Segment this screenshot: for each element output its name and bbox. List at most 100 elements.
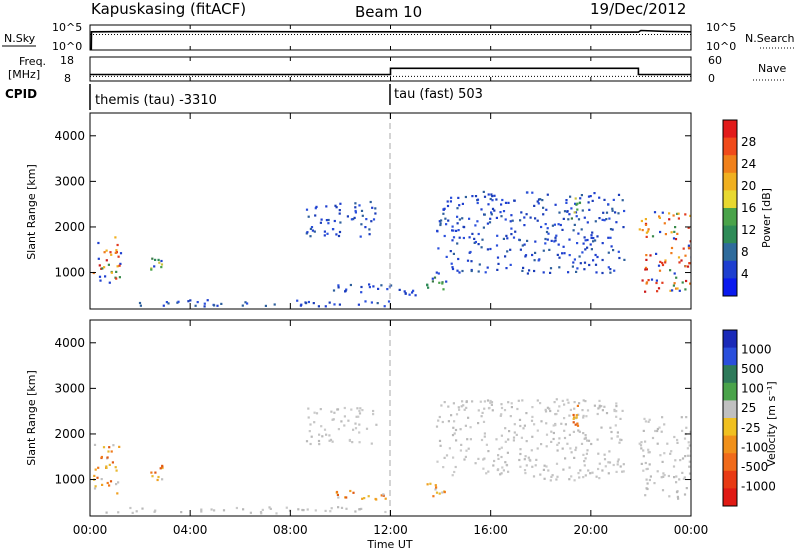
power-colorbar-swatch	[723, 260, 737, 279]
power-cell	[435, 271, 438, 274]
power-ylabel: Slant Range [km]	[25, 164, 38, 260]
power-cell	[160, 266, 163, 269]
power-cell	[338, 212, 341, 215]
power-cell	[480, 246, 483, 249]
velocity-cell	[531, 406, 534, 409]
power-cell	[557, 223, 560, 226]
power-cell	[507, 201, 510, 204]
power-cell	[189, 299, 192, 302]
velocity-cell	[108, 446, 111, 449]
velocity-cell	[534, 464, 537, 467]
velocity-cell	[518, 458, 521, 462]
power-cell	[337, 284, 340, 287]
power-cell	[576, 242, 579, 245]
power-cell	[647, 279, 650, 282]
velocity-cell	[685, 426, 688, 429]
velocity-ytick-label: 1000	[54, 473, 85, 487]
velocity-cell	[667, 474, 670, 478]
power-cell	[534, 240, 537, 243]
power-cell	[587, 195, 591, 198]
velocity-cell	[471, 400, 474, 403]
power-cell	[334, 204, 337, 207]
velocity-cell	[572, 430, 575, 433]
velocity-colorbar-tick: -500	[741, 460, 768, 474]
velocity-cell	[605, 412, 609, 415]
velocity-cell	[460, 443, 463, 446]
power-cell	[521, 244, 524, 247]
velocity-cell	[313, 421, 316, 424]
power-cell	[672, 214, 675, 217]
power-cell	[497, 262, 500, 265]
power-cell	[500, 215, 503, 218]
power-cell	[309, 227, 312, 230]
velocity-cell	[331, 418, 334, 421]
power-cell	[451, 225, 454, 228]
power-cell	[365, 218, 368, 221]
power-cell	[592, 237, 595, 240]
power-cell	[442, 288, 445, 291]
velocity-cell	[465, 449, 468, 452]
velocity-cell	[620, 438, 623, 442]
power-cell	[162, 304, 165, 307]
velocity-cell	[474, 462, 477, 465]
power-cell	[663, 222, 666, 225]
power-cell	[510, 227, 513, 230]
power-cell	[565, 199, 568, 202]
power-cell	[319, 221, 322, 224]
power-cell	[452, 236, 456, 239]
power-cell	[451, 239, 454, 242]
velocity-cell	[549, 479, 552, 482]
power-cell	[488, 221, 492, 224]
power-colorbar-tick: 24	[741, 157, 756, 171]
power-cell	[646, 230, 650, 233]
power-cell	[360, 285, 363, 289]
power-colorbar-tick: 12	[741, 223, 756, 237]
velocity-cell	[354, 422, 357, 425]
power-cell	[478, 263, 481, 266]
power-cell	[167, 302, 170, 305]
power-cell	[561, 228, 564, 231]
power-cell	[441, 281, 444, 284]
x-tick-label: 12:00	[373, 523, 408, 537]
velocity-cell	[563, 403, 566, 406]
velocity-cell	[463, 458, 466, 461]
power-cell	[650, 278, 654, 281]
velocity-cell	[500, 455, 503, 459]
velocity-cell	[563, 417, 566, 420]
velocity-cell	[498, 447, 501, 451]
velocity-cell	[97, 466, 100, 469]
power-colorbar-label: Power [dB]	[760, 188, 773, 248]
velocity-cell	[510, 402, 513, 405]
velocity-cell	[614, 424, 617, 427]
velocity-cell	[676, 438, 679, 442]
velocity-cell	[328, 439, 331, 442]
power-cell	[612, 198, 615, 201]
power-cell	[354, 211, 357, 214]
power-cell	[437, 247, 440, 250]
velocity-cell	[527, 456, 530, 459]
velocity-colorbar-frame	[722, 329, 738, 507]
power-cell	[674, 226, 677, 229]
power-cell	[590, 236, 593, 239]
power-cell	[490, 193, 493, 196]
velocity-cell	[100, 478, 103, 481]
velocity-colorbar-swatch	[723, 435, 737, 454]
power-cell	[414, 294, 417, 297]
power-cell	[216, 304, 219, 307]
power-cell	[119, 262, 122, 265]
power-cell	[534, 251, 537, 254]
velocity-cell	[531, 465, 534, 468]
power-cell	[609, 228, 613, 231]
freq-tick-top: 18	[60, 54, 74, 67]
power-cell	[328, 301, 331, 304]
velocity-cell	[157, 475, 160, 479]
velocity-cell	[601, 409, 604, 412]
velocity-cell	[587, 469, 590, 472]
power-cell	[160, 263, 164, 266]
velocity-cell	[533, 423, 536, 426]
velocity-cell	[615, 415, 618, 418]
velocity-cell	[582, 414, 585, 417]
power-cell	[487, 203, 490, 206]
power-cell	[110, 271, 113, 274]
power-cell	[468, 217, 471, 220]
